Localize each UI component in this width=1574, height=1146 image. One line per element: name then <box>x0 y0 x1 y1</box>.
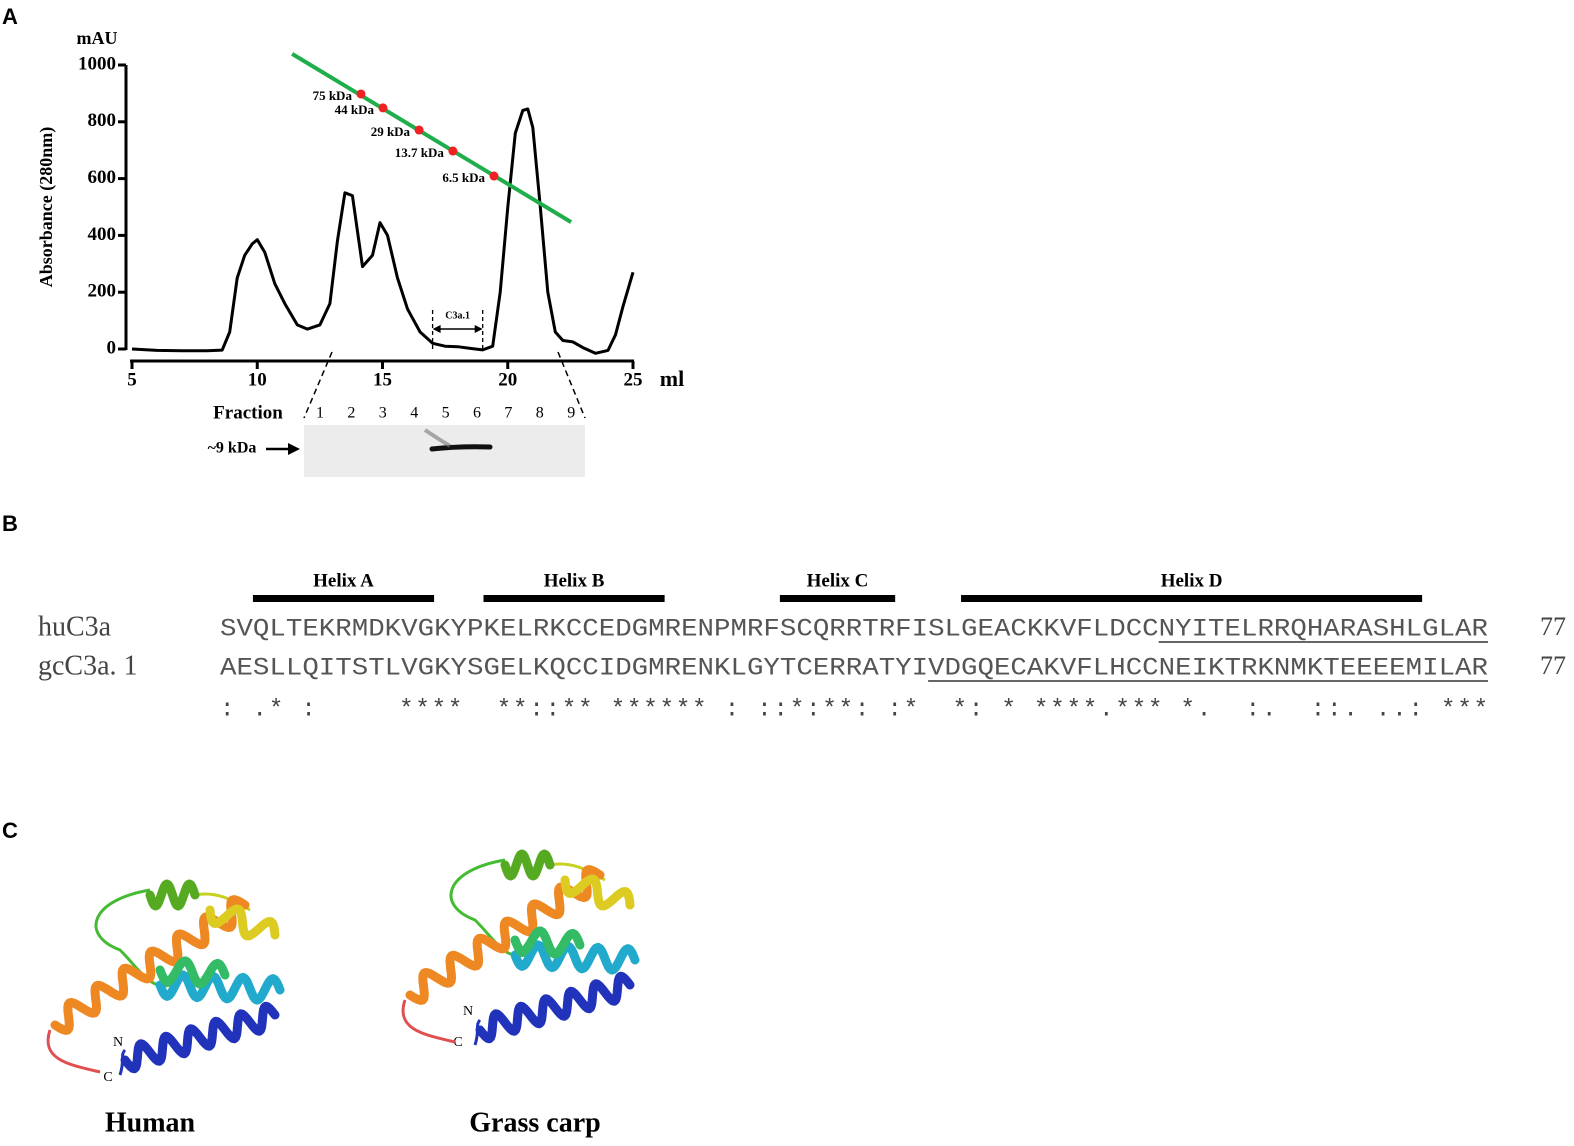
standard-point <box>489 171 499 181</box>
fraction-label: Fraction <box>213 402 283 423</box>
sequence: AESLLQITSTLVGKYSGELKQCCIDGMRENKLGYTCERRA… <box>220 654 1488 683</box>
helix-ribbon <box>500 849 555 881</box>
panel-letter: C <box>2 818 18 843</box>
helix-bar <box>961 595 1423 602</box>
standard-label: 29 kDa <box>371 124 411 139</box>
x-tick-label: 25 <box>624 369 643 390</box>
lane-label: 7 <box>504 405 512 422</box>
y-tick-label: 400 <box>88 224 117 245</box>
helix-ribbon <box>205 904 280 941</box>
chromatogram-trace <box>131 107 635 355</box>
sequence-name: huC3a <box>38 611 112 642</box>
standard-point <box>378 103 388 113</box>
conservation: : .* : **** **::** ****** : ::*:**: :* *… <box>220 696 1488 723</box>
sequence-length: 77 <box>1540 651 1566 680</box>
y-axis-label: Absorbance (280nm) <box>36 127 57 288</box>
blot-band <box>429 444 493 452</box>
helix-ribbon <box>155 970 285 1005</box>
helix-ribbon <box>145 879 200 911</box>
standard-label: 13.7 kDa <box>395 145 445 160</box>
standard-point <box>448 146 458 156</box>
helix-label: Helix C <box>807 570 869 591</box>
helix-bar <box>483 595 665 602</box>
loop <box>46 1029 101 1074</box>
lane-label: 4 <box>410 405 418 422</box>
sequence: SVQLTEKRMDKVGKYPKELRKCCEDGMRENPMRFSCQRRT… <box>220 615 1488 644</box>
x-tick-label: 15 <box>373 369 392 390</box>
y-tick-label: 600 <box>88 167 117 188</box>
marker-arrowhead <box>288 443 300 455</box>
helix-ribbon <box>560 874 635 911</box>
n-terminus: N <box>463 1004 473 1019</box>
y-tick-label: 200 <box>88 281 117 302</box>
lane-label: 1 <box>316 405 324 422</box>
c-terminus: C <box>103 1070 112 1085</box>
lane-label: 5 <box>442 405 450 422</box>
helix-ribbon <box>155 956 230 989</box>
panel-letter: B <box>2 511 18 536</box>
x-unit: ml <box>660 366 684 391</box>
y-tick-label: 0 <box>107 337 117 358</box>
standard-label: 75 kDa <box>313 88 353 103</box>
lane-label: 9 <box>567 405 575 422</box>
lane-label: 6 <box>473 405 481 422</box>
standard-label: 44 kDa <box>335 102 375 117</box>
panel-letter: A <box>2 4 18 29</box>
structure-label: Human <box>105 1107 196 1138</box>
sequence-length: 77 <box>1540 612 1566 641</box>
helix-label: Helix A <box>313 570 374 591</box>
standard-label: 6.5 kDa <box>442 170 485 185</box>
lane-label: 8 <box>536 405 544 422</box>
helix-ribbon <box>475 971 635 1044</box>
y-tick-label: 1000 <box>78 53 116 74</box>
helix-label: Helix B <box>544 570 605 591</box>
n-terminus: N <box>113 1035 123 1050</box>
lane-label: 2 <box>347 405 355 422</box>
helix-ribbon <box>510 940 640 975</box>
helix-ribbon <box>120 1001 280 1074</box>
x-tick-label: 10 <box>248 369 267 390</box>
y-unit: mAU <box>77 28 118 48</box>
y-tick-label: 800 <box>88 110 117 131</box>
blot-smear <box>423 428 452 448</box>
loop <box>401 999 456 1044</box>
helix-ribbon <box>510 926 585 959</box>
zoom-line <box>303 351 333 419</box>
marker-label: ~9 kDa <box>208 440 257 457</box>
helix-label: Helix D <box>1161 570 1223 591</box>
x-tick-label: 20 <box>498 369 517 390</box>
standard-point <box>414 125 424 135</box>
x-tick-label: 5 <box>127 369 137 390</box>
helix-bar <box>252 595 435 602</box>
helix-bar <box>779 595 896 602</box>
blot <box>304 425 585 477</box>
sequence-name: gcC3a. 1 <box>38 650 138 681</box>
structure-label: Grass carp <box>469 1107 600 1138</box>
c-terminus: C <box>453 1035 462 1050</box>
lane-label: 3 <box>379 405 387 422</box>
bracket-label: C3a.1 <box>445 310 470 321</box>
zoom-line <box>557 351 586 419</box>
calibration-line <box>291 52 573 224</box>
standard-point <box>356 89 366 99</box>
